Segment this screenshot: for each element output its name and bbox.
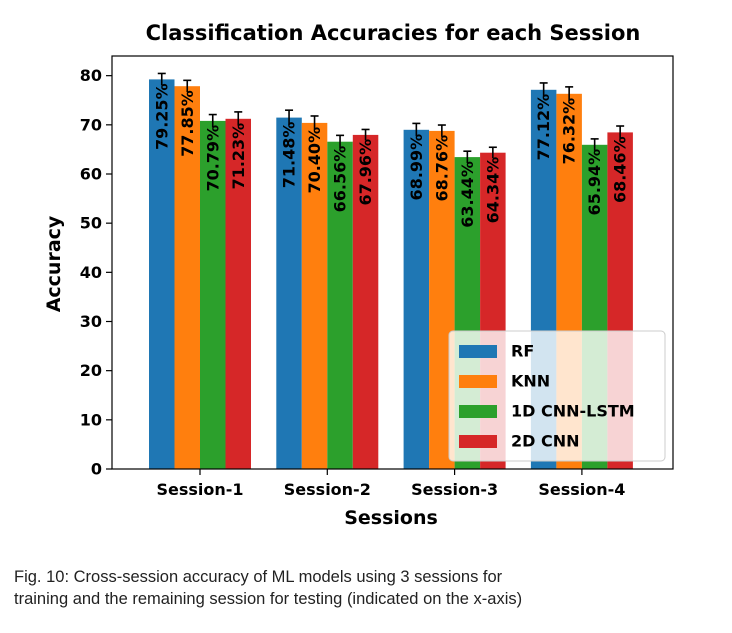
bar (352, 134, 379, 469)
bar-value-label: 66.56% (331, 146, 350, 213)
y-tick-label: 10 (80, 410, 102, 429)
y-tick-label: 40 (80, 263, 102, 282)
bar-value-label: 77.12% (534, 94, 553, 161)
plot-frame (111, 55, 674, 470)
y-tick-label: 80 (80, 66, 102, 85)
y-tick-label: 70 (80, 115, 102, 134)
x-tick-label: Session-3 (411, 480, 498, 499)
bar-value-label: 70.79% (203, 125, 222, 192)
bar (225, 118, 251, 470)
bar (149, 79, 175, 470)
bar-value-label: 63.44% (458, 161, 477, 228)
bar-value-label: 68.76% (432, 135, 451, 202)
bar-value-label: 71.48% (280, 122, 299, 189)
bar-value-label: 77.85% (178, 90, 197, 157)
bar-value-label: 71.23% (229, 123, 248, 190)
legend: RF KNN 1D CNN-LSTM 2D CNN (448, 330, 666, 462)
accuracy-bar-chart: Classification Accuracies for each Sessi… (43, 21, 674, 529)
x-tick-label: Session-1 (156, 480, 243, 499)
x-axis-label: Sessions (344, 507, 438, 529)
legend-swatch (459, 435, 497, 448)
y-tick-label: 0 (91, 460, 102, 479)
bar (301, 122, 328, 470)
bar-value-label: 79.25% (152, 83, 171, 150)
x-tick-label: Session-2 (284, 480, 371, 499)
y-tick-label: 20 (80, 361, 102, 380)
caption-line-2: training and the remaining session for t… (14, 590, 523, 608)
bar (200, 120, 226, 470)
bar-value-label: 67.96% (356, 139, 375, 206)
bar-value-label: 76.32% (560, 98, 579, 165)
legend-label: 2D CNN (511, 432, 580, 451)
bar-value-label: 68.46% (611, 136, 630, 203)
legend-swatch (459, 345, 497, 358)
y-tick-label: 30 (80, 312, 102, 331)
bar-value-label: 64.34% (483, 157, 502, 224)
bar (403, 129, 430, 470)
x-tick-label: Session-4 (538, 480, 625, 499)
figure-caption: Fig. 10: Cross-session accuracy of ML mo… (14, 566, 718, 610)
bar-value-label: 65.94% (585, 149, 604, 216)
bar-value-label: 68.99% (407, 134, 426, 201)
y-tick-label: 60 (80, 165, 102, 184)
caption-line-1: Fig. 10: Cross-session accuracy of ML mo… (14, 568, 503, 586)
legend-swatch (459, 405, 497, 418)
bar (276, 117, 302, 469)
legend-label: 1D CNN-LSTM (511, 402, 635, 421)
bar-value-label: 70.40% (305, 127, 324, 194)
bar (327, 141, 353, 469)
legend-label: RF (511, 342, 534, 361)
y-axis-label: Accuracy (43, 215, 65, 312)
y-tick-label: 50 (80, 214, 102, 233)
bar (174, 86, 200, 469)
legend-label: KNN (511, 372, 550, 391)
chart-title: Classification Accuracies for each Sessi… (146, 21, 641, 45)
legend-box (448, 330, 666, 462)
legend-swatch (459, 375, 497, 388)
